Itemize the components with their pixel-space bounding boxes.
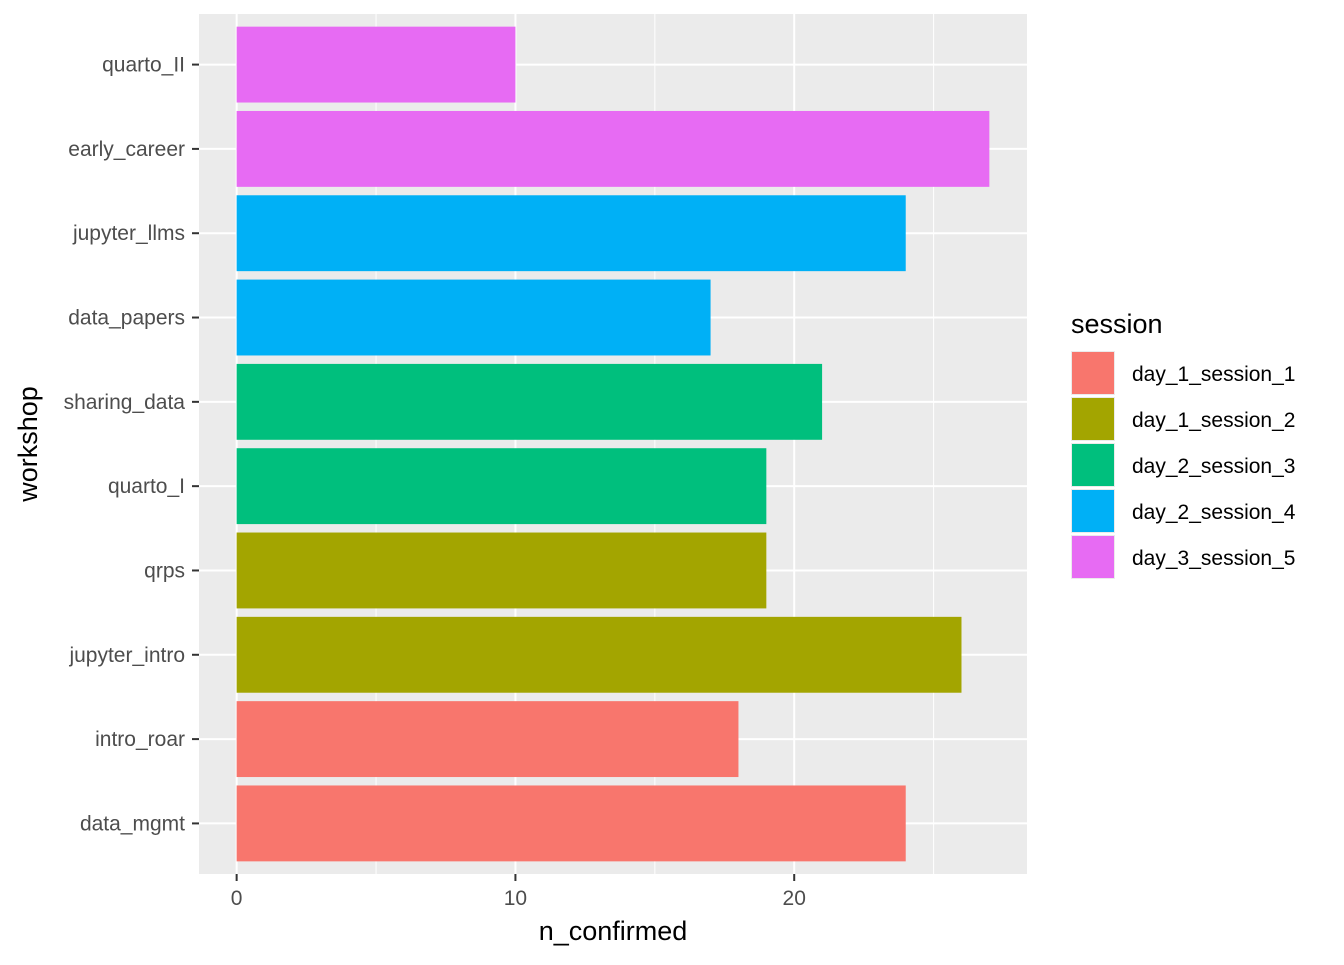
bar-sharing-data xyxy=(236,363,823,440)
legend-swatch xyxy=(1072,490,1114,532)
y-tick-label: quarto_II xyxy=(102,54,185,77)
y-tick-label: qrps xyxy=(144,559,185,582)
legend-swatch xyxy=(1072,444,1114,486)
legend-items: day_1_session_1 day_1_session_2 day_2_sess… xyxy=(1071,351,1296,579)
bar-jupyter-intro xyxy=(236,616,962,693)
legend-swatch xyxy=(1072,352,1114,394)
bar-qrps xyxy=(236,532,767,609)
legend-swatch xyxy=(1072,536,1114,578)
y-tick-label: quarto_I xyxy=(108,475,185,498)
bar-intro-roar xyxy=(236,701,739,778)
legend-label: day_3_session_5 xyxy=(1132,547,1295,570)
bar-data-mgmt xyxy=(236,785,906,862)
y-tick-label: data_mgmt xyxy=(80,812,185,835)
y-tick-label: data_papers xyxy=(68,307,185,330)
x-tick-label: 20 xyxy=(783,887,806,910)
x-axis-title: n_confirmed xyxy=(539,916,688,946)
x-axis: 0 10 20 xyxy=(231,874,806,910)
legend-title: session xyxy=(1071,309,1163,339)
y-tick-label: jupyter_llms xyxy=(72,222,185,245)
y-axis-title: workshop xyxy=(13,386,43,503)
bar-early-career xyxy=(236,110,990,187)
legend-label: day_1_session_2 xyxy=(1132,409,1295,432)
x-tick-label: 10 xyxy=(504,887,527,910)
y-tick-label: jupyter_intro xyxy=(68,644,185,667)
y-tick-label: early_career xyxy=(68,138,185,161)
legend-label: day_1_session_1 xyxy=(1132,363,1295,386)
x-tick-label: 0 xyxy=(231,887,243,910)
bars xyxy=(236,26,990,862)
y-axis: data_mgmt intro_roar jupyter_intro qrps quar… xyxy=(64,54,199,835)
legend-swatch xyxy=(1072,398,1114,440)
y-tick-label: sharing_data xyxy=(64,391,186,414)
legend-label: day_2_session_4 xyxy=(1132,501,1296,524)
y-tick-label: intro_roar xyxy=(95,728,185,751)
bar-quarto-ii xyxy=(236,26,516,103)
bar-data-papers xyxy=(236,279,711,356)
bar-quarto-i xyxy=(236,448,767,525)
legend: session day_1_session_1day_1_session_2da… xyxy=(1071,309,1296,579)
bar-jupyter-llms xyxy=(236,195,906,272)
legend-label: day_2_session_3 xyxy=(1132,455,1295,478)
